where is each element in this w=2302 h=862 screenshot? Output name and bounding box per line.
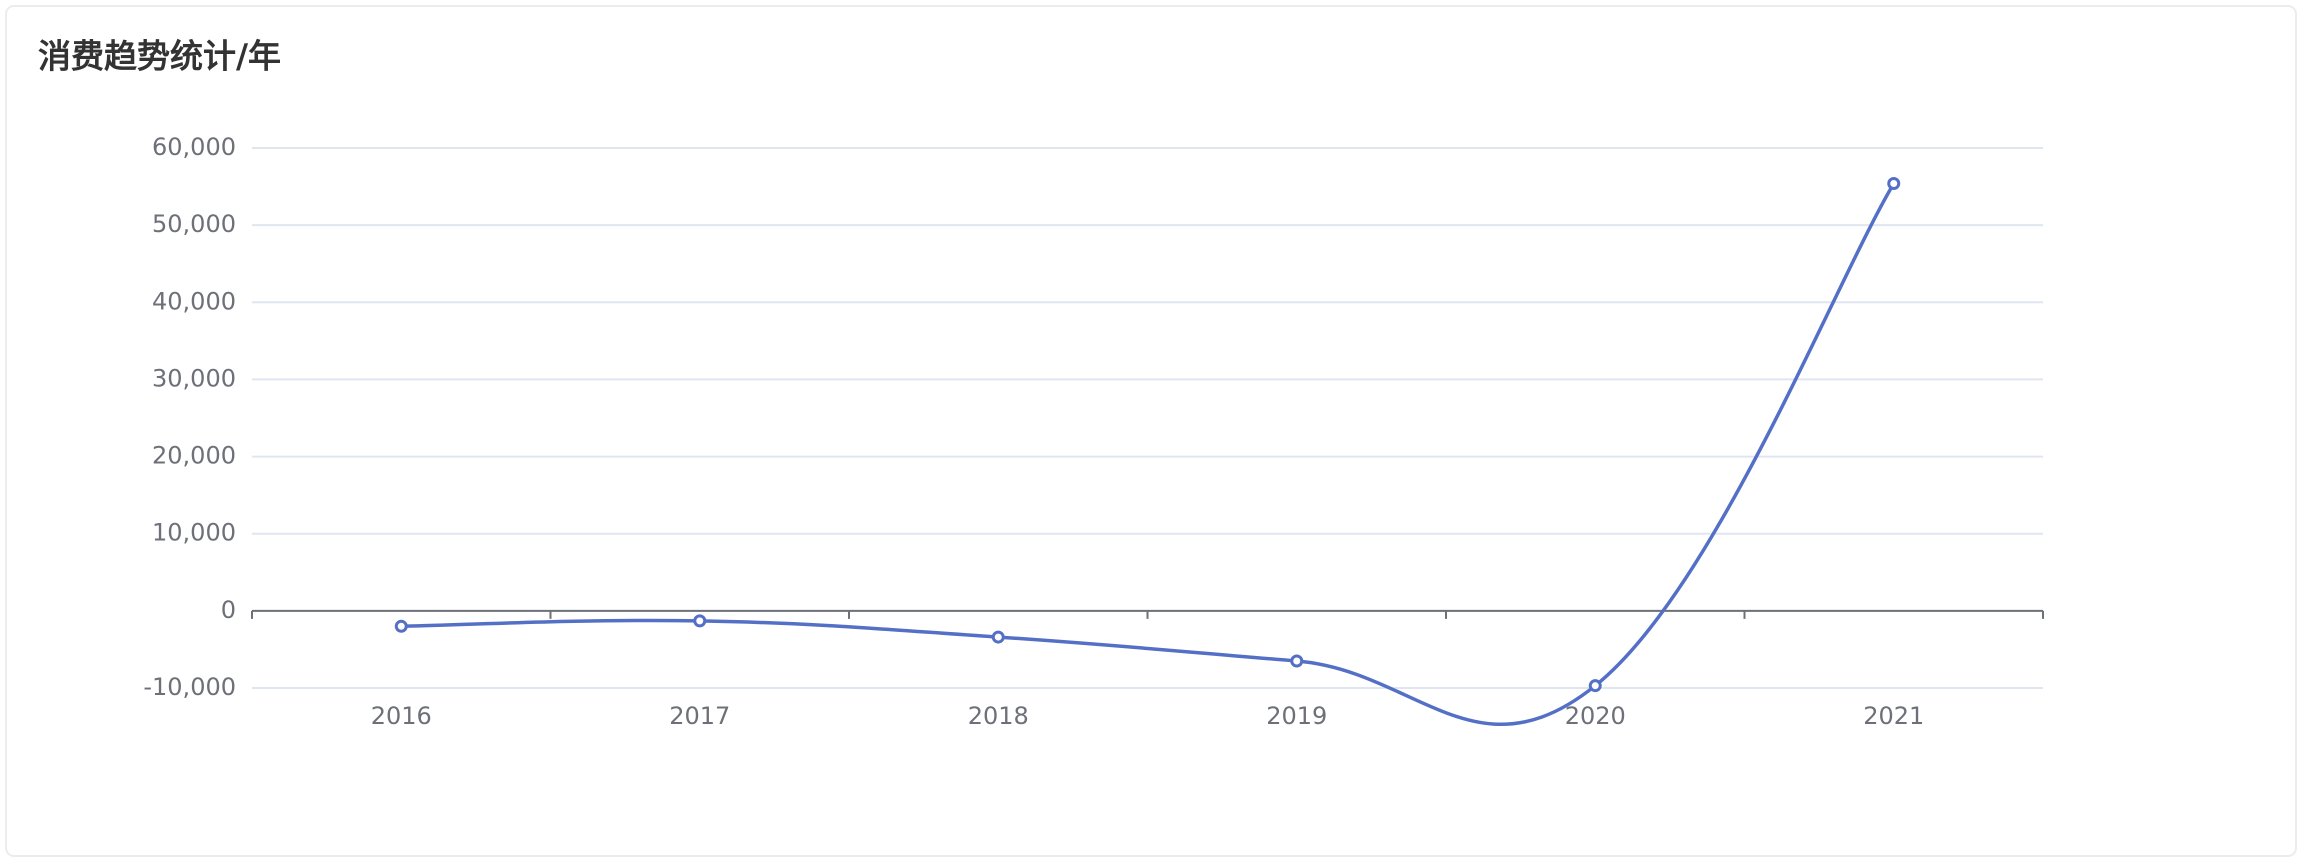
line [401,182,1896,727]
y-tick-label: -10,000 [143,673,236,701]
x-tick-label: 2017 [669,702,730,730]
card [5,5,2297,857]
chart-title: 消费趋势统计/年 [38,37,281,76]
point [394,619,408,633]
point [1290,654,1304,668]
y-tick-label: 30,000 [152,364,236,392]
x-tick-label: 2016 [371,702,432,730]
point [1588,679,1602,693]
y-tick-label: 50,000 [152,210,236,238]
y-tick-label: 40,000 [152,287,236,315]
x-tick-label: 2021 [1863,702,1924,730]
x-tick-label: 2019 [1266,702,1327,730]
x-tick-label: 2020 [1565,702,1626,730]
point [991,630,1005,644]
point [693,614,707,628]
y-tick-label: 60,000 [152,133,236,161]
x-tick-label: 2018 [968,702,1029,730]
y-tick-label: 0 [221,596,236,624]
point [1887,176,1901,190]
y-tick-label: 20,000 [152,442,236,470]
y-tick-label: 10,000 [152,519,236,547]
